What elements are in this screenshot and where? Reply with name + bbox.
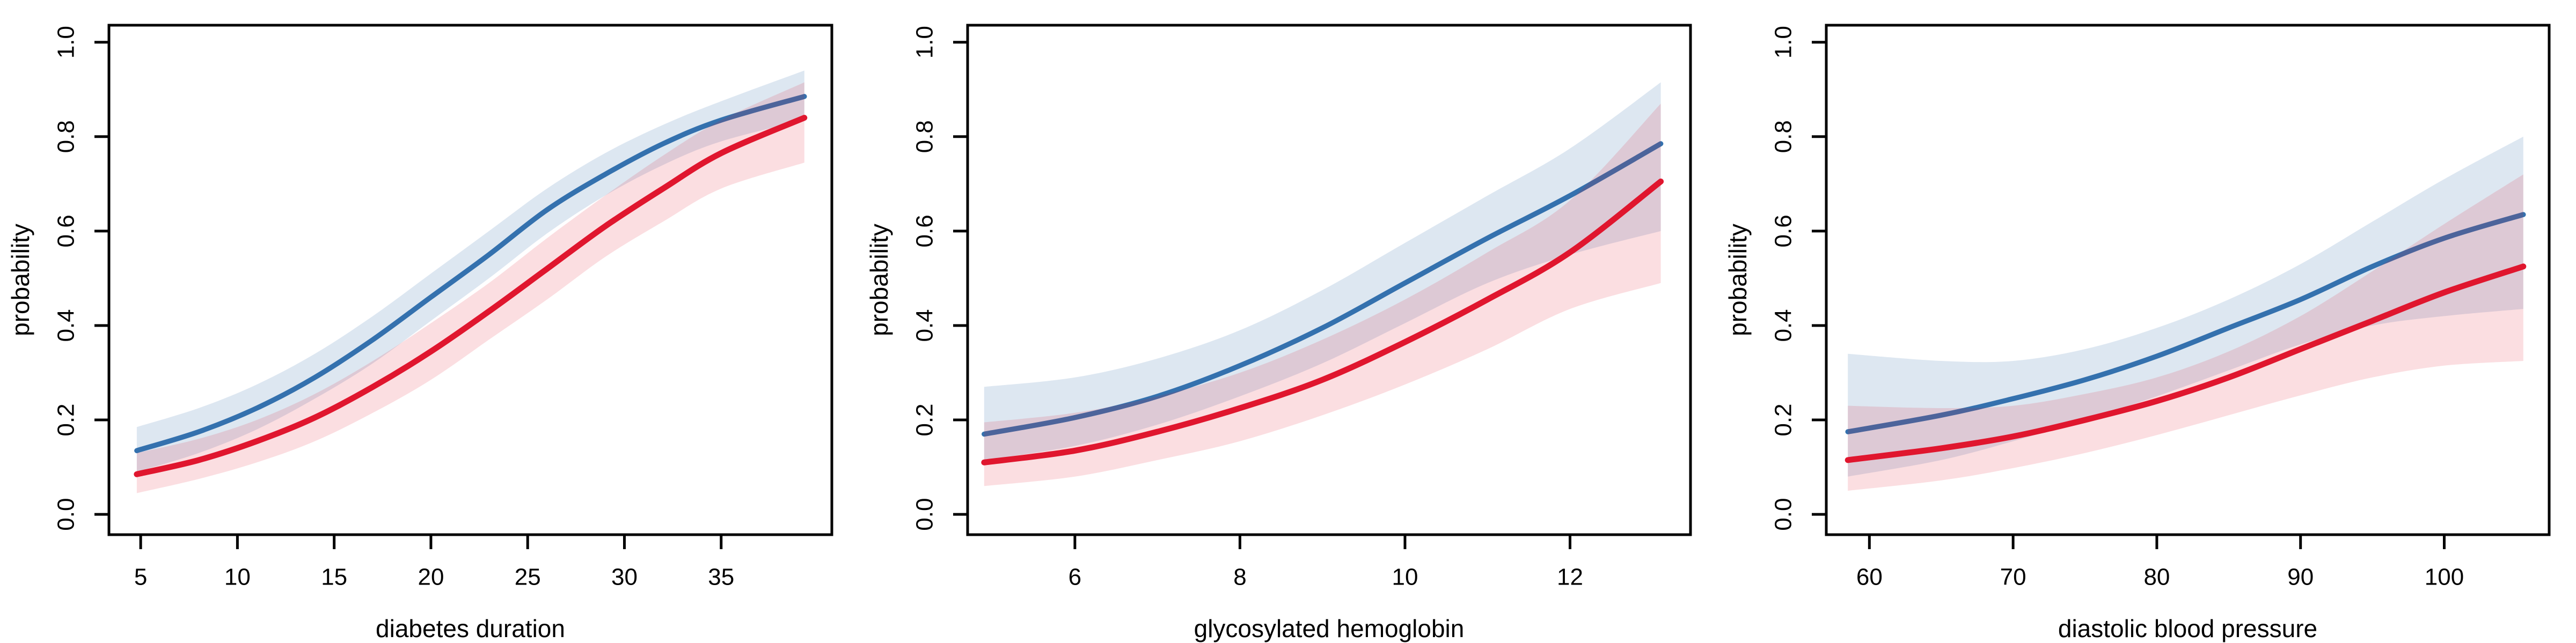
y-tick-label: 1.0 xyxy=(53,26,79,58)
confidence-band-blue xyxy=(1848,136,2523,477)
y-tick-label: 0.4 xyxy=(912,309,938,342)
y-tick-label: 0.8 xyxy=(1770,120,1797,153)
x-tick-label: 90 xyxy=(2287,564,2314,590)
x-tick-label: 25 xyxy=(515,564,541,590)
fit-line-red xyxy=(134,115,808,477)
x-tick-label: 6 xyxy=(1069,564,1081,590)
y-tick-label: 0.0 xyxy=(912,498,938,531)
y-axis-title: probability xyxy=(6,224,34,336)
confidence-band-red xyxy=(136,82,804,493)
panel-glycosylated-hemoglobin: 6 8 10 12 0.0 0.2 0.4 0.6 0.8 1.0 glycosylated hem… xyxy=(865,24,1692,642)
x-tick-label: 35 xyxy=(708,564,734,590)
x-tick-label: 12 xyxy=(1557,564,1583,590)
x-axis-title: glycosylated hemoglobin xyxy=(1194,615,1465,642)
y-tick-label: 0.2 xyxy=(912,403,938,436)
x-tick-label: 30 xyxy=(611,564,638,590)
x-tick-label: 15 xyxy=(321,564,347,590)
fit-line-red xyxy=(1845,263,2527,463)
y-tick-label: 0.4 xyxy=(53,309,79,342)
y-tick-label: 0.0 xyxy=(1770,498,1797,531)
confidence-band-red xyxy=(984,104,1661,486)
fit-line-blue xyxy=(982,141,1664,437)
confidence-band-red xyxy=(1848,174,2523,491)
x-tick-label: 60 xyxy=(1856,564,1883,590)
confidence-band-blue xyxy=(984,82,1661,460)
panel-diastolic-blood-pressure: 60 70 80 90 100 0.0 0.2 0.4 0.6 0.8 1.0 diastolic b… xyxy=(1724,24,2551,642)
y-tick-label: 1.0 xyxy=(1770,26,1797,58)
x-axis-title: diastolic blood pressure xyxy=(2058,615,2317,642)
y-tick-label: 0.6 xyxy=(1770,215,1797,247)
y-tick-label: 0.2 xyxy=(53,403,79,436)
x-tick-label: 80 xyxy=(2143,564,2170,590)
y-tick-label: 0.2 xyxy=(1770,403,1797,436)
y-tick-label: 0.8 xyxy=(912,120,938,153)
x-axis-title: diabetes duration xyxy=(376,615,565,642)
x-tick-label: 5 xyxy=(134,564,147,590)
plot-box xyxy=(107,24,833,536)
fit-line-red xyxy=(981,178,1664,465)
y-axis-title: probability xyxy=(865,224,893,336)
panel-diabetes-duration: 5 10 15 20 25 30 35 0.0 0.2 0.4 0.6 0.8 1.0 diabetes … xyxy=(6,24,833,642)
y-tick-label: 0.6 xyxy=(912,215,938,247)
fit-line-blue xyxy=(134,94,807,454)
y-tick-label: 0.6 xyxy=(53,215,79,247)
y-tick-label: 0.4 xyxy=(1770,309,1797,342)
fit-line-blue xyxy=(1845,212,2526,434)
x-tick-label: 100 xyxy=(2425,564,2464,590)
y-tick-label: 0.8 xyxy=(53,120,79,153)
plot-box xyxy=(1825,24,2551,536)
y-axis-title: probability xyxy=(1724,224,1752,336)
x-tick-label: 10 xyxy=(224,564,251,590)
x-tick-label: 20 xyxy=(418,564,444,590)
x-tick-label: 70 xyxy=(2000,564,2026,590)
plot-box xyxy=(966,24,1692,536)
y-tick-label: 1.0 xyxy=(912,26,938,58)
x-tick-label: 10 xyxy=(1392,564,1418,590)
y-tick-label: 0.0 xyxy=(53,498,79,531)
x-tick-label: 8 xyxy=(1233,564,1246,590)
